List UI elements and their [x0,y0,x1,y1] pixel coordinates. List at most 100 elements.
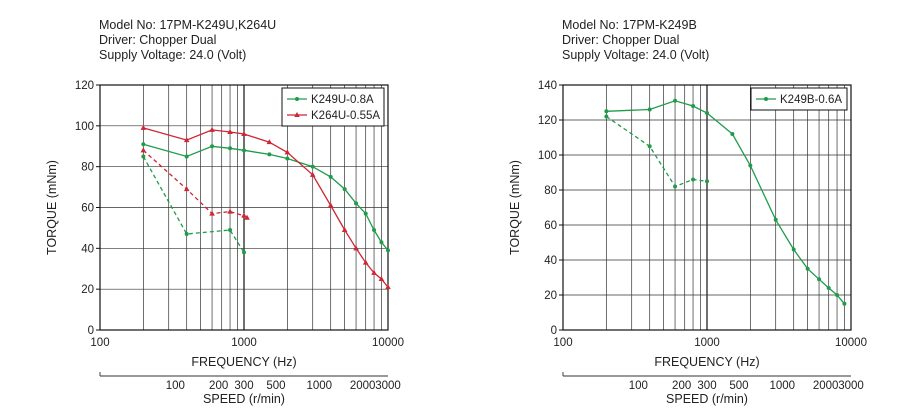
data-point [378,275,385,281]
speed-tick-label: 2000 [350,380,376,392]
x-tick-label: 10000 [835,337,867,349]
data-point [604,109,609,114]
data-point [647,144,652,149]
speed-tick-label: 500 [729,380,748,392]
data-point [773,217,778,222]
data-point [362,259,369,265]
series-1 [604,114,709,189]
data-point [327,202,334,208]
speed-tick-label: 2000 [813,380,839,392]
data-point [309,171,316,177]
data-point [228,227,233,232]
legend: K249U-0.8A K264U-0.55A [281,87,385,127]
legend-label: K264U-0.55A [311,110,380,122]
data-point [266,139,273,145]
legend-swatch-marker [295,97,299,101]
data-point [730,132,735,136]
x-tick-label: 100 [553,337,572,349]
series-line [143,143,389,251]
data-point [209,210,215,216]
data-point [141,142,146,147]
x-tick-label: 1000 [231,337,257,349]
data-point [748,163,753,168]
model-number: Model No: 17PM-K249B [562,18,697,32]
speed-tick-label: 200 [209,380,228,392]
y-tick-label: 100 [538,150,557,162]
data-point [209,126,215,132]
data-point [241,131,247,136]
legend-box [750,87,848,111]
legend-swatch-marker [764,97,768,101]
data-point [842,301,847,306]
data-point [705,111,709,115]
series-line [142,156,245,253]
legend-label: K249U-0.8A [311,94,374,106]
y-tick-label: 20 [81,284,94,296]
y-tick-label: 40 [544,255,557,267]
series-0 [604,98,847,306]
speed-tick-label: 200 [672,380,691,392]
data-point [379,240,384,245]
speed-axis-label: SPEED (r/min) [203,392,285,406]
speed-tick-label: 1000 [769,380,795,392]
data-point [647,107,652,112]
data-point [691,177,696,182]
plot-frame [562,84,852,331]
x-axis-label: FREQUENCY (Hz) [654,355,759,369]
x-axis-label: FREQUENCY (Hz) [191,355,296,369]
data-point [385,284,391,290]
series-0 [141,142,390,253]
legend: K249B-0.6A [750,87,848,111]
series-3 [140,147,250,220]
data-point [183,137,190,143]
legend-box [281,87,385,127]
data-point [705,179,709,184]
legend-swatch-marker [294,112,300,117]
data-point [363,211,368,216]
speed-tick-label: 100 [166,380,185,392]
y-axis-label: TORQUE (mNm) [508,160,522,255]
y-tick-label: 0 [88,325,94,337]
supply-voltage: Supply Voltage: 24.0 (Volt) [562,48,710,62]
torque-chart-left: 0 20 40 60 80 100 120 100 1000 10000 FREQUENCY (Hz… [45,80,404,406]
data-point [341,226,348,232]
data-point [805,266,810,271]
chart-info: Model No: 17PM-K249B Driver: Chopper Dua… [562,18,709,63]
data-point [227,208,233,214]
speed-tick-label: 100 [629,380,648,392]
data-point [183,186,190,192]
data-point [835,293,840,297]
data-point [386,248,390,253]
x-tick-label: 10000 [372,337,404,349]
data-point [244,214,250,220]
legend-label: K249B-0.6A [780,94,842,106]
data-point [604,114,609,119]
data-point [242,148,246,153]
supply-voltage: Supply Voltage: 24.0 (Volt) [99,48,247,62]
y-axis-label: TORQUE (mNm) [45,160,59,255]
data-point [353,245,359,251]
driver-info: Driver: Chopper Dual [99,33,217,47]
y-tick-label: 140 [538,80,557,92]
chart-info: Model No: 17PM-K249U,K264U Driver: Chopp… [99,18,276,63]
y-tick-label: 100 [75,121,94,133]
data-point [140,124,147,130]
speed-tick-label: 3000 [375,380,401,392]
data-point [673,98,678,103]
y-tick-label: 120 [75,80,94,92]
data-point [285,156,290,161]
speed-axis-label: SPEED (r/min) [666,392,748,406]
data-point [372,227,377,232]
data-point [673,184,678,189]
chart-panel-left: Model No: 17PM-K249U,K264U Driver: Chopp… [45,18,404,406]
y-tick-label: 40 [81,243,94,255]
y-tick-label: 80 [81,162,94,174]
y-tick-label: 60 [544,220,557,232]
grid [563,85,851,330]
data-point [140,147,147,153]
driver-info: Driver: Chopper Dual [562,33,680,47]
speed-tick-label: 3000 [838,380,864,392]
series-1 [140,124,391,290]
series-2 [141,154,246,255]
model-number: Model No: 17PM-K249U,K264U [99,18,277,32]
